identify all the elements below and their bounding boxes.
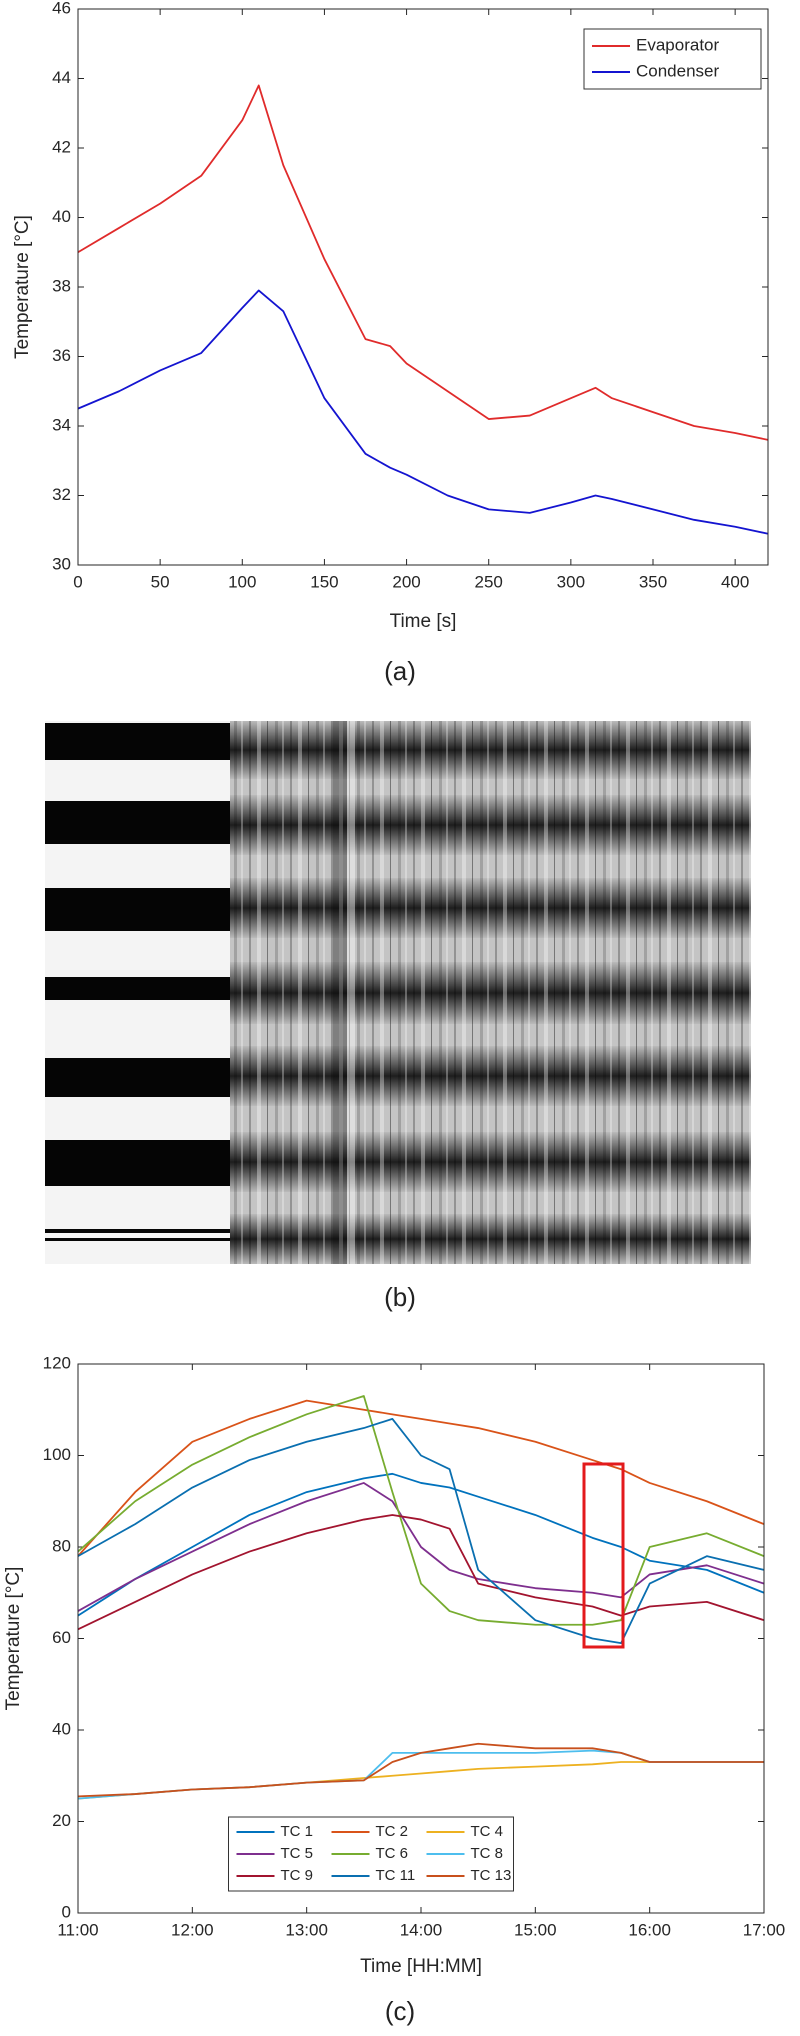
series-line	[77, 1399, 765, 1557]
x-tick-label: 300	[557, 572, 585, 591]
series-line	[77, 1742, 764, 1798]
y-tick-label: 120	[43, 1353, 71, 1372]
band	[45, 1238, 230, 1241]
y-tick-label: 60	[52, 1628, 71, 1647]
y-tick-label: 46	[52, 0, 71, 17]
x-tick-label: 100	[228, 572, 256, 591]
y-tick-label: 20	[52, 1811, 71, 1830]
left-bands	[45, 723, 230, 1241]
y-tick-label: 38	[52, 276, 71, 295]
legend-label: TC 8	[471, 1845, 504, 1862]
band	[45, 1140, 230, 1186]
y-tick-label: 32	[52, 485, 71, 504]
legend-label: TC 2	[376, 1823, 409, 1840]
y-tick-label: 0	[62, 1902, 71, 1921]
y-tick-label: 42	[52, 137, 71, 156]
y-tick-label: 40	[52, 1719, 71, 1738]
y-axis-label: Temperature [°C]	[3, 1567, 24, 1711]
series-line	[77, 84, 769, 441]
x-tick-label: 12:00	[171, 1920, 214, 1939]
light-column	[347, 721, 355, 1264]
highlight-box	[582, 1462, 625, 1649]
x-tick-label: 14:00	[400, 1920, 443, 1939]
y-tick-label: 36	[52, 346, 71, 365]
caption: (c)	[385, 1996, 415, 2026]
legend-label: Condenser	[636, 61, 720, 80]
x-axis-label: Time [HH:MM]	[360, 1956, 482, 1977]
series-line	[77, 1472, 765, 1617]
dark-column	[333, 721, 347, 1264]
x-axis-label: Time [s]	[390, 611, 457, 632]
y-tick-label: 40	[52, 207, 71, 226]
legend-label: TC 9	[281, 1867, 314, 1884]
y-tick-label: 30	[52, 554, 71, 573]
x-tick-label: 250	[475, 572, 503, 591]
caption: (b)	[384, 1282, 416, 1312]
x-tick-label: 17:00	[743, 1920, 786, 1939]
x-tick-label: 16:00	[628, 1920, 671, 1939]
band	[45, 1229, 230, 1233]
band	[45, 723, 230, 760]
plot-frame	[77, 1363, 765, 1914]
panel-b-image	[45, 721, 751, 1264]
caption: (a)	[384, 656, 416, 686]
legend-label: TC 11	[376, 1867, 416, 1884]
plot-frame	[77, 8, 769, 566]
band	[45, 977, 230, 1000]
y-tick-label: 34	[52, 415, 71, 434]
legend: TC 1 TC 2 TC 4 TC 5 TC 6 TC 8 TC 9 TC 11 TC 13	[228, 1816, 514, 1892]
series-line	[77, 1514, 765, 1631]
y-tick-label: 44	[52, 68, 71, 87]
series-line	[77, 1418, 765, 1644]
band	[45, 801, 230, 844]
band	[45, 888, 230, 931]
y-tick-label: 80	[52, 1536, 71, 1555]
x-tick-label: 15:00	[514, 1920, 557, 1939]
plot-area	[78, 9, 768, 565]
streaks	[230, 721, 751, 1264]
x-tick-label: 0	[73, 572, 82, 591]
x-tick-label: 13:00	[285, 1920, 328, 1939]
y-tick-label: 100	[43, 1445, 71, 1464]
series-line	[77, 1395, 765, 1626]
x-tick-label: 200	[392, 572, 420, 591]
legend: Evaporator Condenser	[583, 28, 762, 90]
legend-label: TC 5	[281, 1845, 314, 1862]
y-axis-label: Temperature [°C]	[12, 215, 33, 359]
x-tick-label: 11:00	[57, 1920, 98, 1939]
legend-label: TC 6	[376, 1845, 409, 1862]
right-texture	[230, 721, 751, 1264]
x-tick-label: 50	[151, 572, 170, 591]
legend-label: TC 4	[471, 1823, 504, 1840]
band	[45, 1058, 230, 1097]
legend-label: TC 1	[281, 1823, 314, 1840]
x-tick-label: 150	[310, 572, 338, 591]
series-line	[77, 289, 769, 535]
legend-label: Evaporator	[636, 35, 719, 54]
x-tick-label: 350	[639, 572, 667, 591]
legend-box	[583, 28, 762, 90]
legend-box	[228, 1816, 514, 1892]
legend-label: TC 13	[471, 1867, 512, 1884]
x-tick-label: 400	[721, 572, 749, 591]
